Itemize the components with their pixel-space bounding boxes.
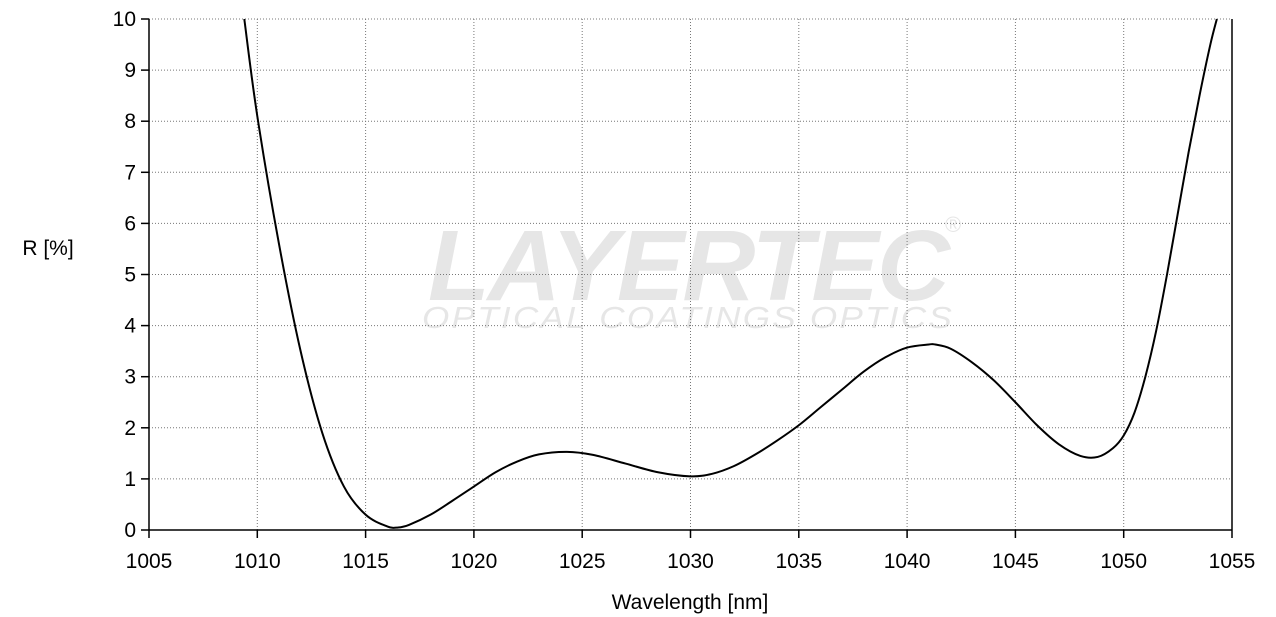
watermark-registered-mark: ®: [945, 212, 961, 237]
x-tick-label: 1030: [667, 550, 714, 573]
y-tick-label: 1: [124, 468, 136, 491]
x-tick-label: 1045: [992, 550, 1039, 573]
x-axis-title: Wavelength [nm]: [612, 591, 769, 614]
series-layer: [243, 18, 1218, 529]
y-tick-label: 6: [124, 212, 136, 235]
y-tick-label: 3: [124, 366, 136, 389]
y-tick-label: 4: [124, 315, 136, 338]
x-tick-label: 1040: [884, 550, 931, 573]
axes: [141, 18, 1233, 538]
y-tick-label: 8: [124, 110, 136, 133]
y-tick-label: 10: [113, 8, 136, 31]
x-tick-label: 1020: [451, 550, 498, 573]
y-axis-title: R [%]: [22, 237, 73, 260]
y-tick-label: 9: [124, 59, 136, 82]
x-tick-label: 1035: [775, 550, 822, 573]
y-tick-labels: 0 1 2 3 4 5 6 7 8 9 10: [113, 8, 137, 542]
watermark-tagline: OPTICAL COATINGS OPTICS: [422, 300, 954, 335]
x-tick-label: 1025: [559, 550, 606, 573]
y-tick-label: 0: [124, 519, 136, 542]
x-tick-label: 1055: [1209, 550, 1256, 573]
y-tick-label: 5: [124, 264, 136, 287]
x-tick-labels: 1005 1010 1015 1020 1025 1030 1035 1040 1045 1050…: [126, 550, 1256, 573]
x-tick-label: 1050: [1100, 550, 1147, 573]
grid: [149, 18, 1232, 530]
y-tick-label: 2: [124, 417, 136, 440]
x-tick-label: 1010: [234, 550, 281, 573]
y-tick-label: 7: [124, 161, 136, 184]
x-tick-label: 1015: [342, 550, 389, 573]
x-tick-label: 1005: [126, 550, 173, 573]
watermark-logo: LAYERTEC ® OPTICAL COATINGS OPTICS: [422, 210, 961, 335]
series-line-0: [243, 18, 1218, 529]
